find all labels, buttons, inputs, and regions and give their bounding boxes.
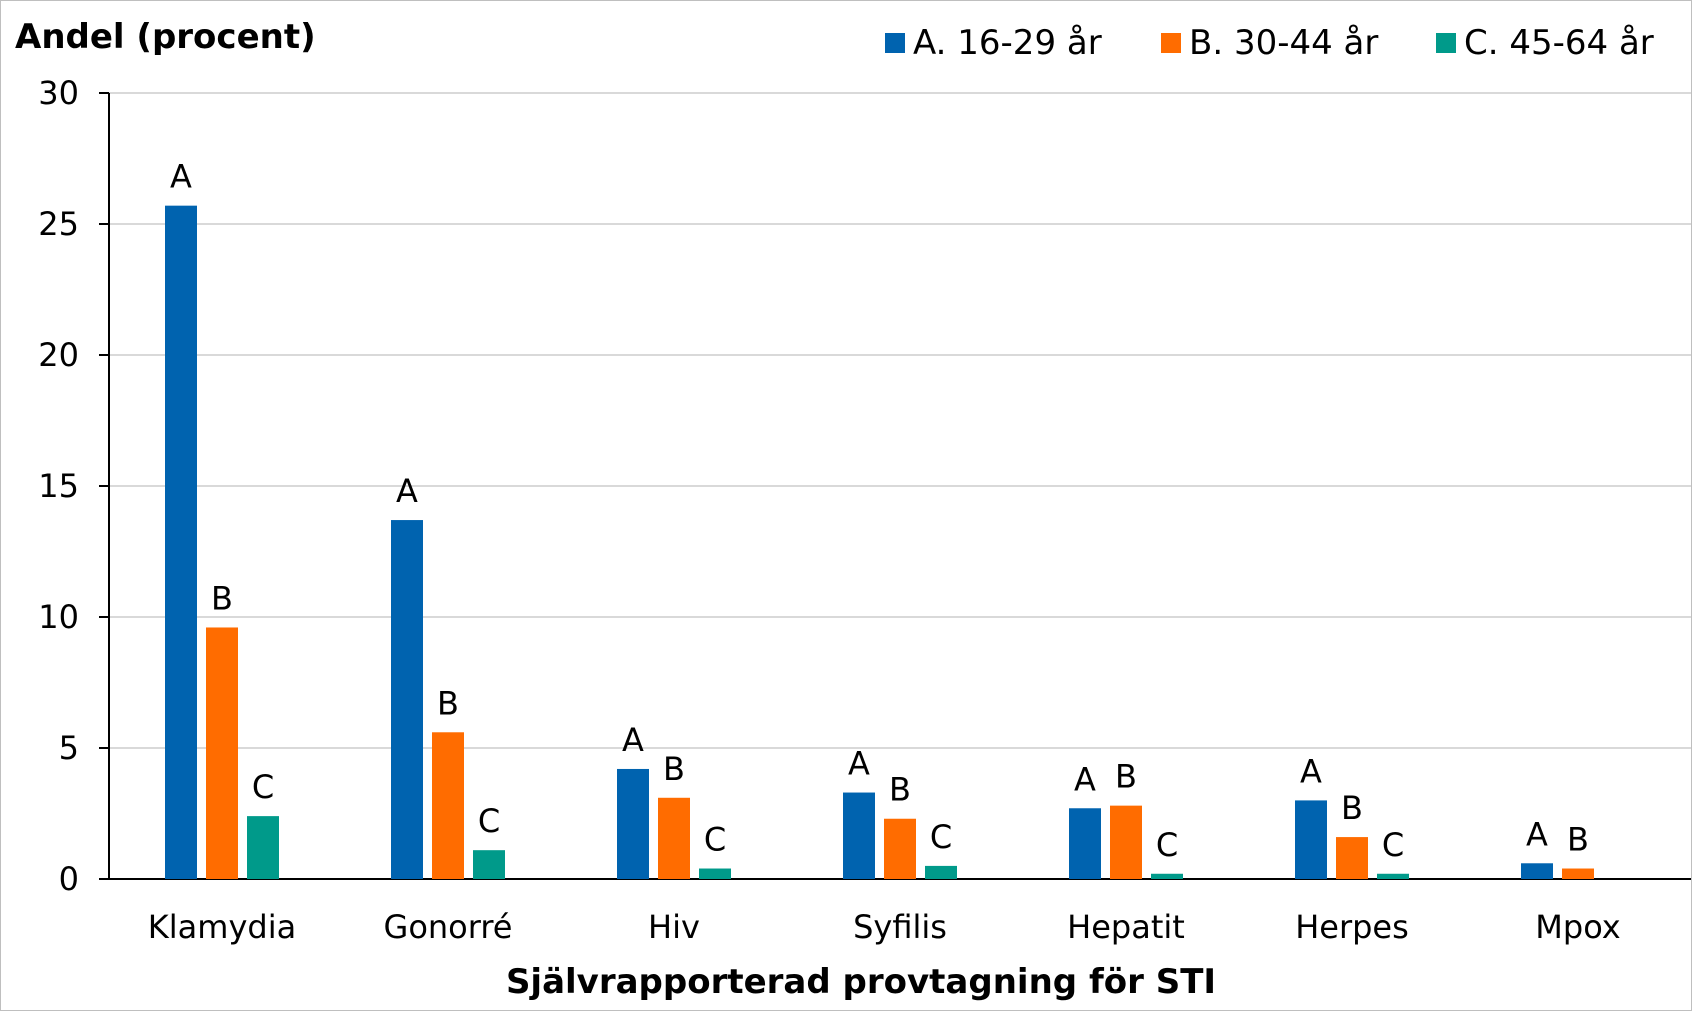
legend-swatch: [885, 33, 905, 53]
bar-data-label: B: [1115, 758, 1137, 796]
x-category-label: Klamydia: [148, 908, 296, 946]
legend: A. 16-29 år B. 30-44 år C. 45-64 år: [885, 23, 1654, 63]
bar-data-label: B: [437, 684, 459, 722]
bar-data-label: A: [1300, 752, 1322, 790]
y-tick-label: 0: [59, 860, 79, 898]
bar-data-label: A: [848, 745, 870, 783]
legend-swatch: [1436, 33, 1456, 53]
x-category-label: Gonorré: [384, 908, 513, 946]
x-category-label: Hepatit: [1067, 908, 1185, 946]
bar: [247, 816, 279, 879]
bar-data-label: B: [889, 771, 911, 809]
x-axis-title: Självrapporterad provtagning för STI: [506, 962, 1216, 1002]
bar: [1069, 808, 1101, 879]
axes: 0 5 10 15 20 25 30 Klamydia Gonorré Hiv Syfilis Hep…: [38, 74, 1691, 946]
y-tick-label: 25: [38, 205, 79, 243]
bar: [925, 865, 957, 879]
gridlines: [109, 92, 1691, 749]
bar: [1110, 805, 1142, 879]
x-category-label: Mpox: [1535, 908, 1620, 946]
bar: [206, 627, 238, 879]
x-category-label: Herpes: [1295, 908, 1409, 946]
bar-data-label: C: [252, 768, 274, 806]
bar: [432, 732, 464, 879]
bar: [843, 792, 875, 879]
bar-data-label: C: [478, 802, 500, 840]
legend-entry-label: A. 16-29 år: [913, 23, 1102, 63]
y-axis-title: Andel (procent): [15, 17, 316, 57]
bar: [884, 818, 916, 879]
bar: [1151, 873, 1183, 879]
bar: [473, 850, 505, 879]
legend-entry-label: B. 30-44 år: [1189, 23, 1378, 63]
bar-data-label: B: [211, 579, 233, 617]
bar: [1377, 873, 1409, 879]
x-category-label: Syfilis: [853, 908, 947, 946]
bar-data-label: A: [170, 158, 192, 196]
bar-data-label: C: [704, 821, 726, 859]
legend-entry-label: C. 45-64 år: [1464, 23, 1654, 63]
bar: [1521, 863, 1553, 879]
x-category-label: Hiv: [648, 908, 700, 946]
y-tick-label: 10: [38, 598, 79, 636]
y-tick-label: 5: [59, 729, 79, 767]
bar: [658, 797, 690, 879]
bar: [1336, 837, 1368, 879]
bar: [391, 520, 423, 879]
y-tick-label: 15: [38, 467, 79, 505]
bar-data-label: A: [396, 472, 418, 510]
bar-data-label: A: [1526, 815, 1548, 853]
y-tick-label: 30: [38, 74, 79, 112]
bar-data-label: C: [1156, 826, 1178, 864]
bar-data-label: B: [663, 750, 685, 788]
bar: [165, 205, 197, 879]
y-tick-label: 20: [38, 336, 79, 374]
bar-data-label: C: [1382, 826, 1404, 864]
bar-data-label: B: [1341, 789, 1363, 827]
bar: [1562, 868, 1594, 879]
bar: [617, 768, 649, 879]
bar: [1295, 800, 1327, 879]
legend-swatch: [1161, 33, 1181, 53]
bar-data-label: B: [1567, 821, 1589, 859]
bar-data-label: A: [622, 721, 644, 759]
bar: [699, 868, 731, 879]
bar-data-label: A: [1074, 760, 1096, 798]
bar-data-label: C: [930, 818, 952, 856]
